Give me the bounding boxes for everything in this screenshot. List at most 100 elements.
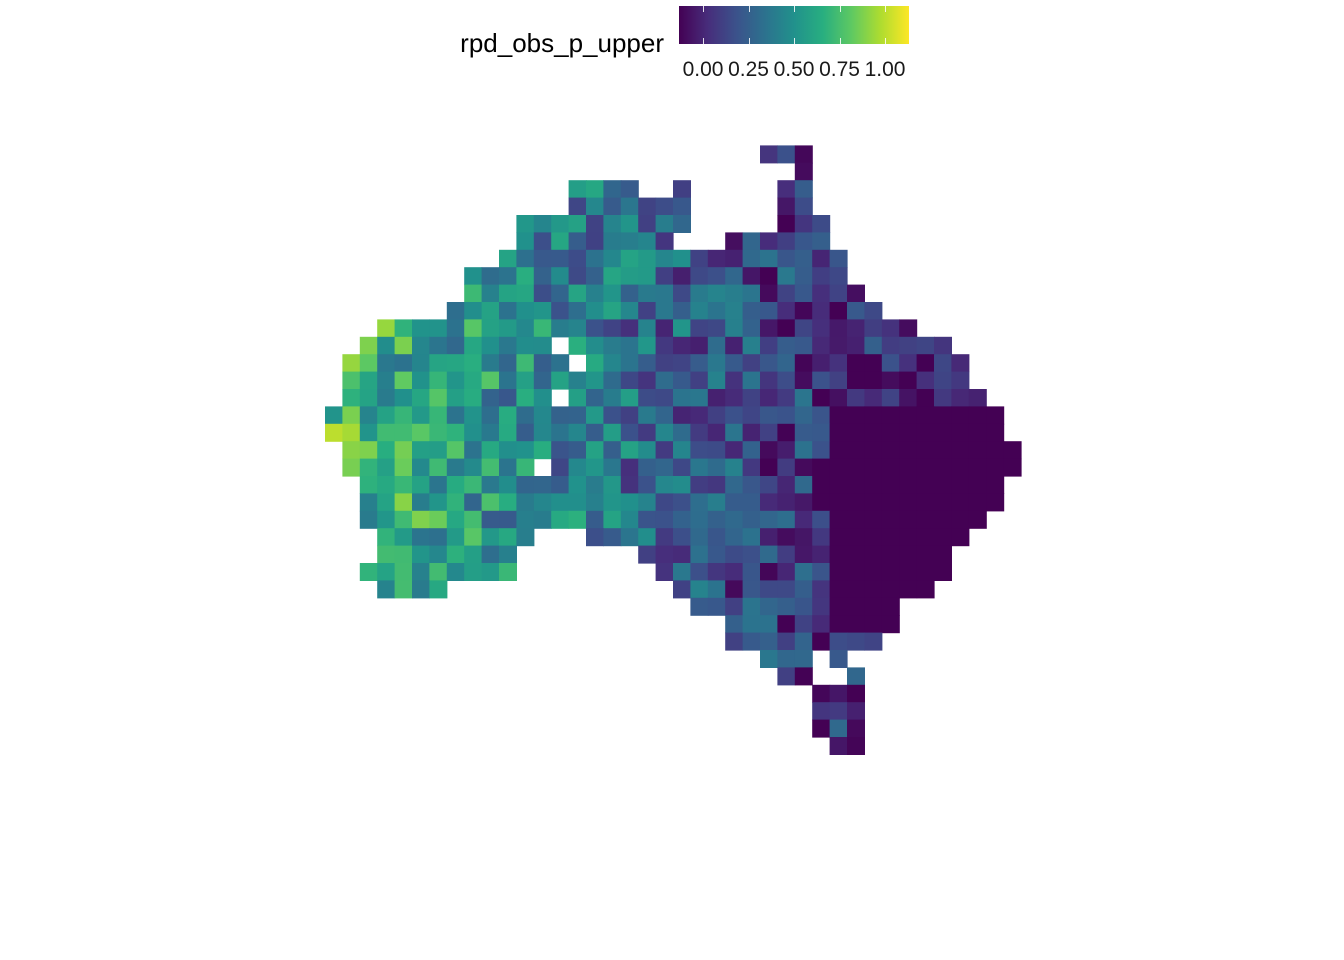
grid-cell	[760, 650, 778, 668]
grid-cell	[864, 597, 883, 616]
grid-cell	[742, 632, 761, 651]
grid-cell	[690, 545, 709, 564]
grid-cell	[847, 493, 865, 512]
grid-cell	[690, 389, 709, 407]
grid-cell	[760, 458, 778, 477]
grid-cell	[638, 249, 657, 268]
grid-cell	[655, 406, 674, 425]
grid-cell	[620, 510, 639, 529]
grid-cell	[690, 476, 709, 494]
grid-cell	[359, 510, 378, 529]
grid-cell	[707, 389, 726, 407]
grid-cell	[847, 371, 865, 390]
grid-cell	[603, 215, 622, 233]
grid-cell	[586, 510, 604, 529]
grid-cell	[707, 284, 726, 303]
grid-cell	[916, 493, 935, 512]
grid-cell	[551, 354, 570, 373]
grid-cell	[707, 458, 726, 477]
grid-cell	[603, 336, 622, 355]
grid-cell	[690, 406, 709, 425]
grid-cell	[794, 476, 813, 494]
grid-cell	[881, 371, 900, 390]
grid-cell	[568, 510, 587, 529]
grid-cell	[533, 493, 552, 512]
grid-cell	[812, 441, 831, 460]
grid-cell	[394, 336, 413, 355]
grid-cell	[934, 371, 952, 390]
grid-cell	[586, 528, 604, 547]
grid-cell	[847, 458, 865, 477]
grid-cell	[847, 528, 865, 547]
grid-cell	[899, 423, 918, 442]
grid-cell	[673, 545, 691, 564]
grid-cell	[429, 406, 448, 425]
grid-cell	[342, 458, 361, 477]
grid-cell	[516, 354, 535, 373]
grid-cell	[812, 545, 831, 564]
grid-cell	[620, 197, 639, 216]
grid-cell	[412, 423, 430, 442]
grid-cell	[586, 302, 604, 320]
grid-cell	[446, 441, 465, 460]
grid-cell	[847, 667, 865, 686]
grid-cell	[568, 319, 587, 338]
grid-cell	[673, 197, 691, 216]
grid-cell	[620, 249, 639, 268]
grid-cell	[777, 528, 796, 547]
grid-cell	[968, 493, 987, 512]
colorbar-tick-mark	[748, 6, 750, 12]
grid-cell	[620, 371, 639, 390]
grid-cell	[951, 510, 970, 529]
grid-cell	[533, 510, 552, 529]
grid-cell	[446, 493, 465, 512]
grid-cell	[638, 545, 657, 564]
grid-cell	[638, 476, 657, 494]
grid-cell	[551, 232, 570, 251]
grid-cell	[568, 284, 587, 303]
grid-cell	[934, 563, 952, 581]
grid-cell	[377, 563, 396, 581]
grid-cell	[429, 476, 448, 494]
grid-cell	[794, 371, 813, 390]
grid-cell	[586, 232, 604, 251]
grid-cell	[377, 423, 396, 442]
grid-cell	[586, 336, 604, 355]
grid-cell	[342, 406, 361, 425]
grid-cell	[377, 458, 396, 477]
grid-cell	[446, 545, 465, 564]
grid-cell	[725, 580, 744, 599]
grid-cell	[742, 458, 761, 477]
grid-cell	[429, 336, 448, 355]
grid-cell	[829, 423, 848, 442]
grid-cell	[481, 354, 500, 373]
grid-cell	[377, 354, 396, 373]
grid-cell	[342, 423, 361, 442]
grid-cell	[690, 423, 709, 442]
grid-cell	[499, 458, 517, 477]
grid-cell	[847, 336, 865, 355]
grid-cell	[533, 249, 552, 268]
grid-cell	[516, 528, 535, 547]
grid-cell	[464, 406, 483, 425]
grid-cell	[864, 441, 883, 460]
grid-cell	[899, 441, 918, 460]
grid-cell	[551, 249, 570, 268]
grid-cell	[794, 180, 813, 199]
grid-cell	[934, 423, 952, 442]
grid-cell	[655, 336, 674, 355]
grid-cell	[847, 580, 865, 599]
colorbar-tick-mark	[703, 38, 704, 44]
grid-cell	[707, 545, 726, 564]
colorbar-tick-label: 0.25	[728, 58, 769, 81]
grid-cell	[551, 215, 570, 233]
grid-cell	[725, 632, 744, 651]
grid-cell	[812, 580, 831, 599]
grid-cell	[968, 423, 987, 442]
grid-cell	[603, 302, 622, 320]
grid-cell	[707, 597, 726, 616]
grid-cell	[829, 249, 848, 268]
grid-cell	[673, 563, 691, 581]
grid-cell	[881, 615, 900, 634]
grid-cell	[847, 406, 865, 425]
